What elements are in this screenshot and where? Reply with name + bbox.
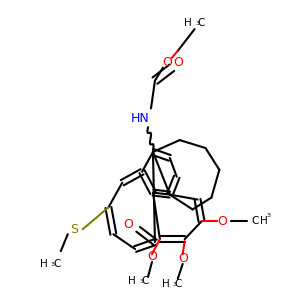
Text: H: H [162, 279, 170, 289]
Text: 3: 3 [139, 279, 143, 284]
Text: 3: 3 [196, 21, 200, 26]
Text: 3: 3 [51, 262, 55, 267]
Text: 3: 3 [173, 282, 177, 287]
Text: C: C [141, 276, 149, 286]
Text: O: O [173, 56, 183, 69]
Text: C: C [53, 259, 61, 269]
Text: O: O [147, 250, 157, 263]
Text: HN: HN [131, 112, 149, 125]
Text: O: O [162, 56, 172, 69]
Text: H: H [184, 18, 192, 28]
Text: H: H [128, 276, 136, 286]
Text: 3: 3 [267, 213, 271, 218]
Text: C: C [251, 216, 258, 226]
Text: H: H [40, 259, 48, 269]
Text: O: O [178, 253, 188, 266]
Text: C: C [198, 18, 205, 28]
Text: C: C [174, 279, 182, 289]
Text: O: O [123, 218, 133, 231]
Text: H: H [260, 216, 268, 226]
Text: S: S [70, 223, 78, 236]
Text: O: O [218, 215, 227, 228]
